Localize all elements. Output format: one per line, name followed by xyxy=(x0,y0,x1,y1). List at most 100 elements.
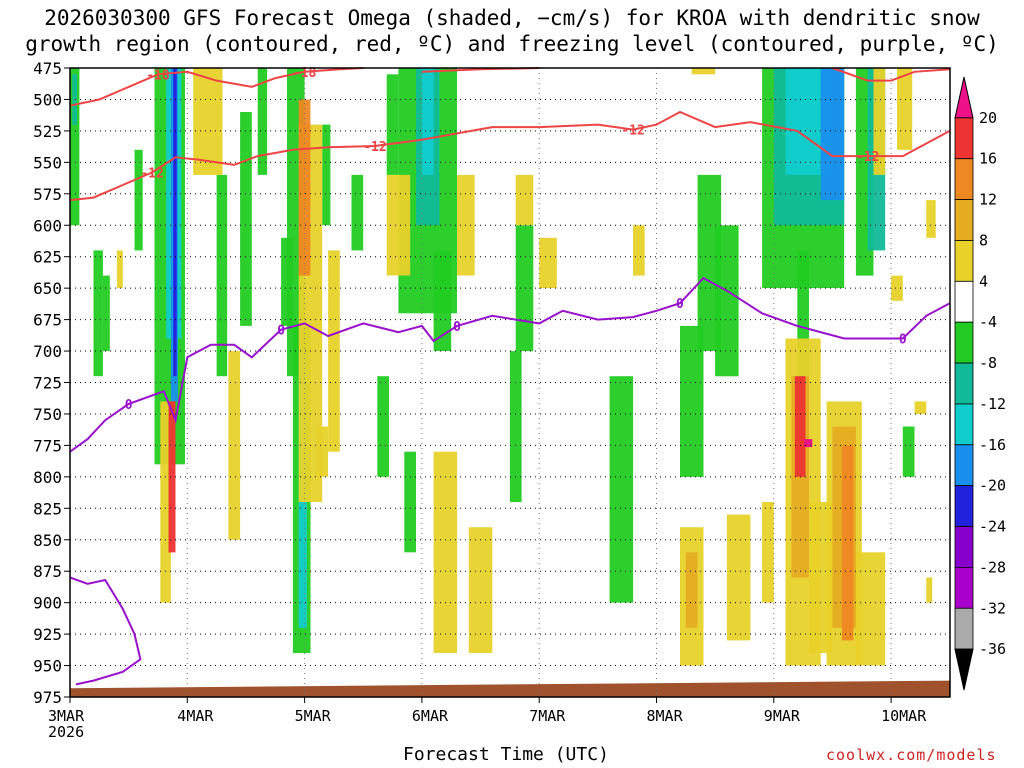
credit-link[interactable]: coolwx.com/models xyxy=(826,746,997,764)
omega-shade-yellow xyxy=(328,250,340,452)
colorbar-label: -24 xyxy=(979,518,1006,536)
y-tick-label: 925 xyxy=(33,625,62,644)
omega-shade-green xyxy=(70,68,80,226)
y-tick-label: 525 xyxy=(33,122,62,141)
omega-shade-blue xyxy=(820,68,845,201)
omega-shade-magenta xyxy=(804,439,813,448)
y-tick-label: 875 xyxy=(33,562,62,581)
colorbar-label: 12 xyxy=(979,191,997,209)
omega-shading xyxy=(70,68,936,666)
colorbar-label: -32 xyxy=(979,599,1006,617)
omega-shade-orange xyxy=(841,445,854,641)
y-tick-label: 550 xyxy=(33,153,62,172)
colorbar-segment xyxy=(954,117,974,160)
omega-shade-green xyxy=(93,250,103,377)
omega-shade-green xyxy=(240,112,252,326)
colorbar-segment xyxy=(954,526,974,568)
colorbar-segment xyxy=(954,485,974,527)
omega-shade-yellow xyxy=(897,68,913,150)
contour-label: -18 xyxy=(293,66,317,81)
omega-shade-red xyxy=(794,376,806,477)
y-tick-label: 600 xyxy=(33,216,62,235)
omega-shade-green xyxy=(902,426,915,477)
omega-shade-yellow xyxy=(539,237,557,289)
omega-shade-green xyxy=(377,376,389,477)
contour-0-low xyxy=(69,576,142,686)
colorbar-label: -28 xyxy=(979,558,1006,576)
contour--12 xyxy=(69,110,951,202)
contour-label: -12 xyxy=(621,124,644,139)
omega-shade-orange xyxy=(298,99,311,276)
omega-shade-yellow xyxy=(762,502,774,603)
x-tick-year-label: 2026 xyxy=(48,723,84,741)
omega-shade-green xyxy=(351,174,364,251)
colorbar-label: -8 xyxy=(979,354,997,372)
omega-shade-green xyxy=(715,225,739,377)
y-tick-label: 750 xyxy=(33,405,62,424)
axes: 475 500 525 550 575 600 625 650 675 700 725 750 775 8… xyxy=(33,59,951,741)
y-tick-label: 825 xyxy=(33,499,62,518)
y-tick-label: 950 xyxy=(33,657,62,676)
omega-shade-gold xyxy=(685,552,698,628)
y-tick-label: 725 xyxy=(33,374,62,393)
y-tick-label: 475 xyxy=(33,59,62,78)
colorbar-segment xyxy=(954,362,974,405)
contour-label: -12 xyxy=(856,150,879,165)
contour-label: 0 xyxy=(453,320,461,335)
omega-shade-yellow xyxy=(316,426,328,477)
contour-label: 0 xyxy=(277,324,285,339)
colorbar-segment xyxy=(954,240,974,282)
x-tick-label: 5MAR xyxy=(295,707,332,725)
contour--18 xyxy=(69,67,364,107)
colorbar: 20 16 12 8 4 -4 -8 -12 -16 -20 -24 -28 -32 -36 xyxy=(954,76,1006,691)
omega-shade-yellow xyxy=(160,401,171,603)
omega-shade-yellow xyxy=(691,68,716,75)
colorbar-segment xyxy=(954,158,974,201)
omega-shade-green xyxy=(386,74,399,175)
omega-shade-yellow xyxy=(228,351,241,540)
omega-shade-green xyxy=(134,149,143,251)
omega-shade-green xyxy=(322,124,331,226)
x-tick-label: 6MAR xyxy=(412,707,449,725)
omega-shade-green xyxy=(281,237,293,326)
omega-shade-yellow xyxy=(726,514,751,641)
y-tick-label: 850 xyxy=(33,531,62,550)
omega-shade-green xyxy=(433,250,452,351)
colorbar-segment xyxy=(954,444,974,487)
omega-shade-green xyxy=(797,250,809,377)
omega-shade-yellow xyxy=(914,401,927,414)
contour--12-upper-right xyxy=(832,67,950,82)
y-tick-label: 575 xyxy=(33,185,62,204)
omega-shade-green xyxy=(216,174,228,377)
omega-shade-yellow xyxy=(855,552,886,666)
colorbar-segment xyxy=(954,567,974,609)
omega-shade-teal xyxy=(72,74,77,125)
omega-shade-yellow xyxy=(433,451,458,653)
colorbar-segment xyxy=(954,321,974,364)
colorbar-cap-bottom xyxy=(954,648,974,691)
omega-shade-yellow xyxy=(926,577,933,603)
omega-shade-yellow xyxy=(116,250,123,289)
x-axis-title: Forecast Time (UTC) xyxy=(403,744,609,765)
omega-shade-yellow xyxy=(193,68,223,175)
omega-shade-yellow xyxy=(633,225,645,276)
omega-shade-yellow xyxy=(891,275,903,301)
colorbar-segment xyxy=(954,607,974,650)
y-tick-label: 900 xyxy=(33,594,62,613)
omega-shade-yellow xyxy=(873,68,886,175)
omega-shade-yellow xyxy=(809,502,833,653)
x-tick-label: 10MAR xyxy=(881,707,927,725)
omega-shade-green xyxy=(257,68,268,175)
colorbar-label: -16 xyxy=(979,436,1006,454)
contour-label: -12 xyxy=(363,140,386,155)
contour-label: -18 xyxy=(146,68,170,83)
colorbar-label: -12 xyxy=(979,395,1006,413)
y-tick-label: 625 xyxy=(33,248,62,267)
y-tick-label: 675 xyxy=(33,311,62,330)
chart-title-line-2: growth region (contoured, red, ºC) and f… xyxy=(25,32,999,56)
omega-shade-cyan xyxy=(421,68,434,175)
colorbar-segment xyxy=(954,199,974,241)
x-tick-label: 7MAR xyxy=(529,707,566,725)
ground-strip xyxy=(70,680,950,697)
